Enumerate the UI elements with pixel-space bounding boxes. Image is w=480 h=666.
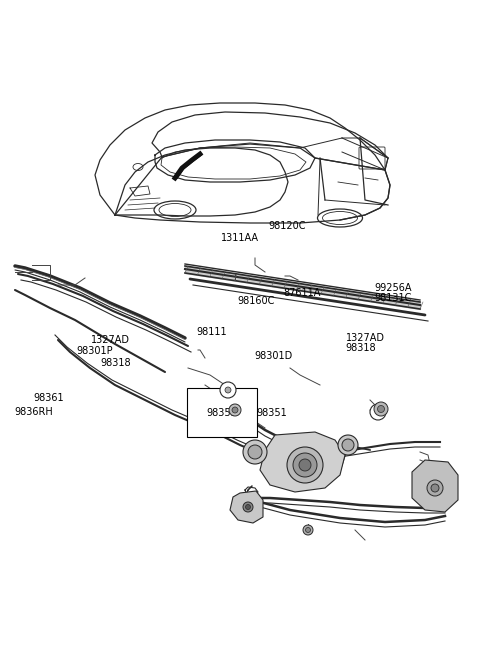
Text: 98361: 98361 — [34, 392, 64, 403]
Circle shape — [243, 440, 267, 464]
Polygon shape — [230, 491, 263, 523]
Circle shape — [245, 505, 251, 509]
Text: 98120C: 98120C — [269, 221, 306, 232]
Circle shape — [305, 527, 311, 533]
Text: 98318: 98318 — [101, 358, 132, 368]
Text: 98160C: 98160C — [238, 296, 275, 306]
Text: 1311AA: 1311AA — [221, 233, 259, 244]
Text: 98318: 98318 — [346, 342, 376, 353]
Circle shape — [225, 387, 231, 393]
Polygon shape — [412, 460, 458, 512]
Circle shape — [299, 459, 311, 471]
Circle shape — [293, 453, 317, 477]
Text: 98351: 98351 — [257, 408, 288, 418]
Circle shape — [248, 445, 262, 459]
Text: 98111: 98111 — [197, 326, 228, 337]
Text: 9836RH: 9836RH — [14, 406, 53, 417]
Circle shape — [374, 402, 388, 416]
Text: 98131C: 98131C — [374, 293, 412, 304]
Text: 98301D: 98301D — [254, 351, 293, 362]
Circle shape — [232, 407, 238, 413]
Text: 1327AD: 1327AD — [346, 332, 384, 343]
Circle shape — [303, 525, 313, 535]
Text: 98301P: 98301P — [77, 346, 113, 356]
Text: 87611A: 87611A — [283, 288, 321, 298]
Circle shape — [427, 480, 443, 496]
Circle shape — [431, 484, 439, 492]
Circle shape — [342, 439, 354, 451]
Text: 99256A: 99256A — [374, 283, 412, 294]
Circle shape — [370, 404, 386, 420]
Circle shape — [287, 447, 323, 483]
Text: 9835LH: 9835LH — [211, 420, 249, 430]
Text: 1327AD: 1327AD — [91, 334, 130, 345]
Circle shape — [338, 435, 358, 455]
Circle shape — [377, 406, 384, 412]
Circle shape — [243, 502, 253, 512]
Circle shape — [220, 382, 236, 398]
Circle shape — [229, 404, 241, 416]
Text: 98355: 98355 — [206, 408, 237, 418]
Polygon shape — [260, 432, 345, 492]
